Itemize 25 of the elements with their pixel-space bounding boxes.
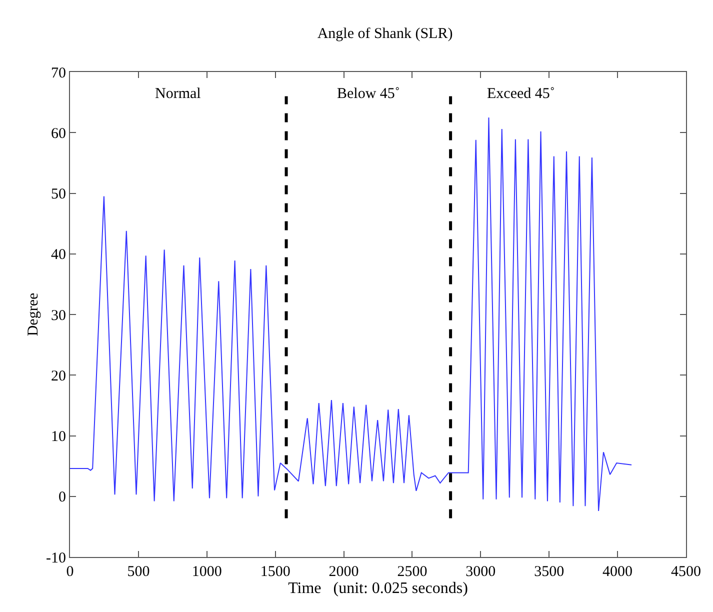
y-tick-label: 20 xyxy=(51,368,66,384)
y-tick-label: 40 xyxy=(51,247,66,264)
y-tick-label: 50 xyxy=(51,186,66,202)
annotation: Below 45˚ xyxy=(337,86,400,102)
x-tick-label: 2500 xyxy=(397,564,428,580)
x-tick-label: 3000 xyxy=(466,564,496,580)
y-tick-label: 10 xyxy=(51,429,66,445)
x-tick-label: 1500 xyxy=(260,564,290,580)
x-axis-title: Time (unit: 0.025 seconds) xyxy=(288,580,468,597)
x-tick-label: 3500 xyxy=(534,564,564,580)
annotation: Exceed 45˚ xyxy=(487,86,555,102)
y-axis-title: Degree xyxy=(25,292,42,336)
line-series xyxy=(70,116,632,512)
x-tick-label: 500 xyxy=(127,564,150,580)
x-tick-label: 2000 xyxy=(328,564,359,580)
chart-title: Angle of Shank (SLR) xyxy=(317,26,453,42)
y-tick-label: 30 xyxy=(51,308,66,324)
y-tick-label: 0 xyxy=(58,490,66,506)
x-tick-label: 4500 xyxy=(671,564,701,580)
x-tick-label: 1000 xyxy=(192,564,222,580)
y-tick-label: 70 xyxy=(51,65,66,82)
y-tick-label: 60 xyxy=(51,126,66,142)
x-tick-label: 4000 xyxy=(602,564,633,580)
y-tick-label: -10 xyxy=(46,550,66,566)
annotation: Normal xyxy=(155,86,201,102)
